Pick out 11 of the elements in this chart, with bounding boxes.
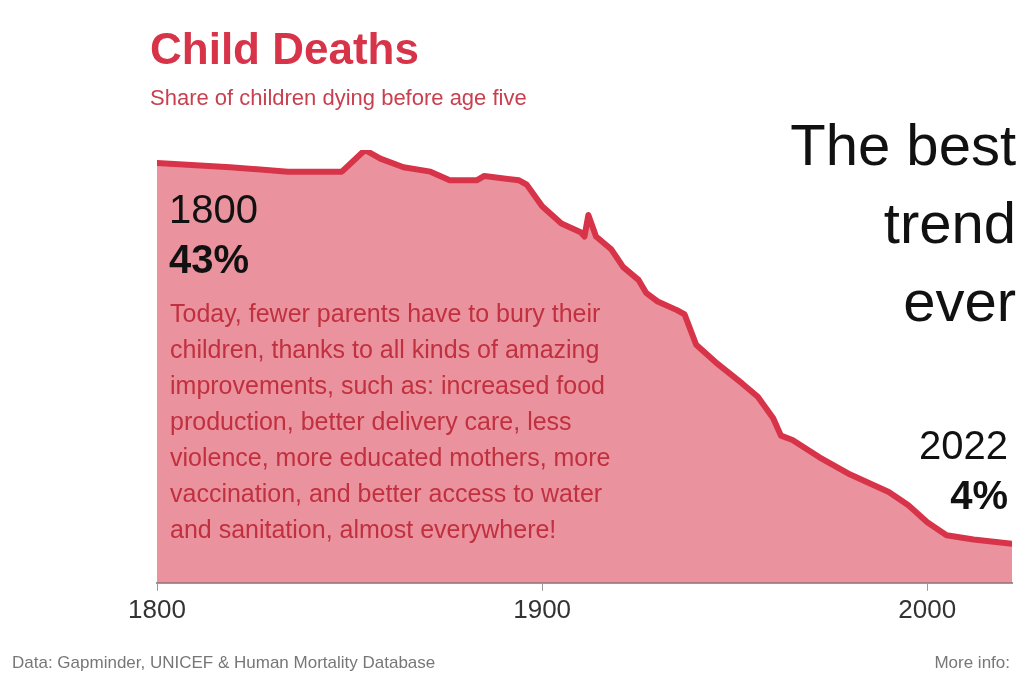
x-tick-label: 2000 xyxy=(898,593,957,624)
text: More info: xyxy=(934,653,1010,672)
annotation: 2022 4% xyxy=(919,422,1008,517)
text: Data: Gapminder, UNICEF & Human Mortality Database xyxy=(12,653,436,672)
annotation: The best trend ever xyxy=(790,112,1016,333)
chart-title: Child Deaths xyxy=(150,24,419,73)
chart-subtitle: Share of children dying before age five xyxy=(150,85,527,110)
x-tick-label: 1800 xyxy=(128,593,186,624)
x-tick-label: 1900 xyxy=(513,593,572,624)
annotation: 1800 43% xyxy=(169,186,258,281)
annotation: Today, fewer parents have to bury their children, thanks to all kinds of amazing improvements, such as: increased food production, better delivery care, less violence, more educated mothers, more vaccination, and better access to water and sanitation, almost everywhere! xyxy=(170,299,611,543)
